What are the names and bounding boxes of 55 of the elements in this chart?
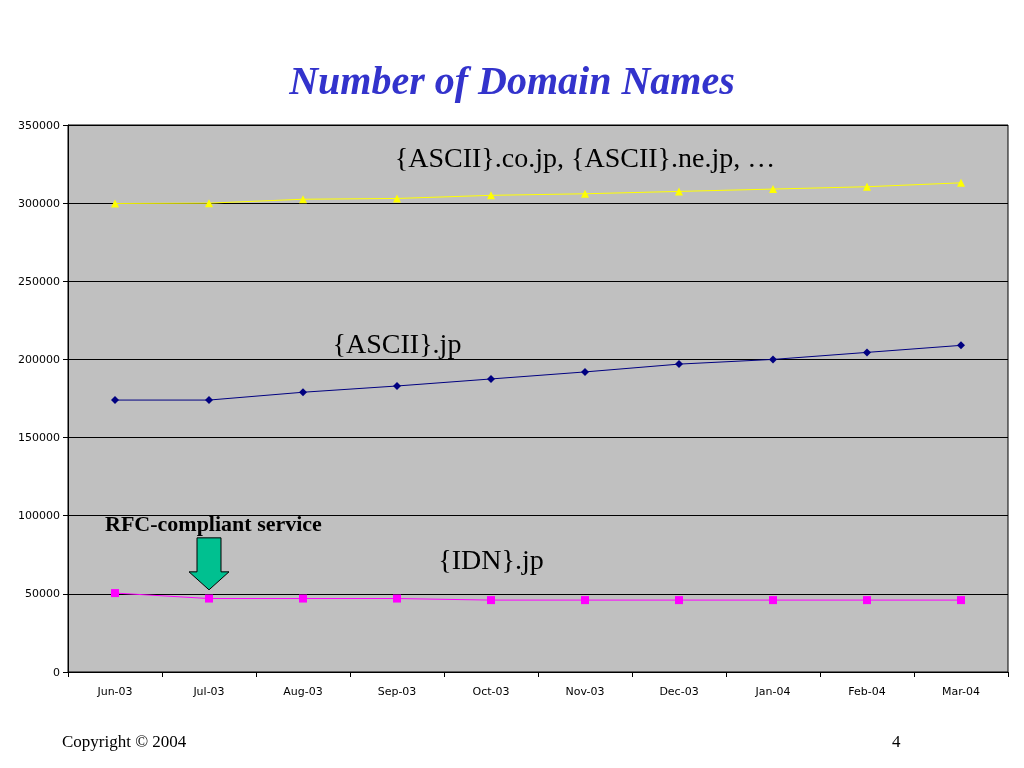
point bbox=[863, 182, 871, 191]
text: Copyright © 2004 bbox=[62, 732, 187, 751]
annotation: RFC-compliant service bbox=[105, 511, 323, 537]
point bbox=[581, 367, 589, 376]
y-tick-label: 200000 bbox=[18, 352, 60, 366]
x-tick-label: Oct-03 bbox=[472, 685, 510, 698]
x-tick-label: Aug-03 bbox=[283, 685, 323, 698]
point bbox=[675, 187, 683, 196]
point bbox=[487, 191, 495, 200]
point bbox=[769, 596, 777, 605]
point bbox=[205, 199, 213, 208]
point bbox=[393, 594, 401, 603]
point bbox=[299, 388, 307, 397]
series-label: {IDN}.jp bbox=[438, 544, 544, 576]
point bbox=[487, 596, 495, 605]
x-tick-label: Mar-04 bbox=[941, 685, 981, 698]
point bbox=[487, 374, 495, 383]
point bbox=[863, 348, 871, 357]
y-tick-label: 250000 bbox=[18, 274, 60, 288]
y-tick-label: 300000 bbox=[18, 196, 60, 210]
y-tick-label: 0 bbox=[53, 665, 60, 679]
point bbox=[863, 596, 871, 605]
x-tick-label: Sep-03 bbox=[377, 685, 417, 698]
point bbox=[769, 355, 777, 364]
point bbox=[111, 199, 119, 208]
point bbox=[299, 594, 307, 603]
chart-title: Number of Domain Names bbox=[288, 57, 735, 103]
point bbox=[957, 596, 965, 605]
x-tick-label: Jan-04 bbox=[754, 685, 791, 698]
y-tick-label: 100000 bbox=[18, 509, 60, 523]
point bbox=[393, 382, 401, 390]
point bbox=[675, 360, 683, 369]
point bbox=[581, 596, 589, 605]
series-label: {ASCII}.jp bbox=[332, 328, 462, 360]
point bbox=[581, 189, 589, 198]
point bbox=[205, 594, 213, 603]
point bbox=[111, 396, 119, 405]
point bbox=[393, 194, 401, 203]
y-tick-label: 350000 bbox=[18, 118, 60, 132]
series-label: {ASCII}.co.jp, {ASCII}.ne.jp, … bbox=[394, 142, 776, 174]
text: 4 bbox=[892, 732, 901, 751]
x-tick-label: Jul-03 bbox=[192, 685, 225, 698]
point bbox=[205, 396, 213, 405]
point bbox=[769, 185, 777, 194]
x-tick-label: Jun-03 bbox=[96, 685, 133, 698]
point bbox=[957, 341, 965, 350]
x-tick-label: Feb-04 bbox=[848, 685, 886, 698]
y-tick-label: 150000 bbox=[18, 431, 60, 445]
y-tick-label: 50000 bbox=[25, 587, 60, 601]
point bbox=[299, 195, 307, 204]
point bbox=[957, 178, 965, 187]
point bbox=[111, 589, 119, 598]
point bbox=[675, 596, 683, 605]
x-tick-label: Dec-03 bbox=[659, 685, 699, 698]
x-tick-label: Nov-03 bbox=[565, 685, 605, 698]
